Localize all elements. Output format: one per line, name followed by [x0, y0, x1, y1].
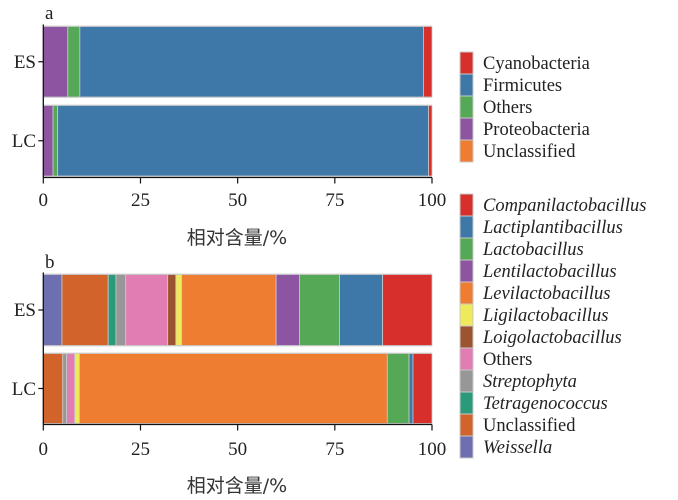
legend-swatch-tetragenococcus — [459, 391, 474, 415]
bar-segment-es-proteobacteria — [42, 26, 69, 98]
legend-label-firmicutes: Firmicutes — [483, 76, 562, 96]
legend-swatch-loigolactobacillus — [459, 325, 474, 349]
panel-a-axes: 0 25 50 75 100 — [38, 24, 447, 211]
legend-label-weissella: Weissella — [483, 438, 552, 458]
bar-segment-lc-streptophyta — [62, 353, 68, 424]
bar-segment-es-tetragenococcus — [107, 274, 117, 346]
legend-label-loigolactobacillus: Loigolactobacillus — [482, 328, 622, 348]
legend-swatch-firmicutes — [459, 73, 474, 97]
legend-swatch-others — [459, 95, 474, 119]
bar-segment-es-levilactobacillus — [181, 274, 277, 346]
bar-segment-es-loigolactobacillus — [167, 274, 177, 346]
bar-segment-es-others — [125, 274, 169, 346]
bar-segment-lc-levilactobacillus — [79, 353, 388, 424]
x-tick-label-25: 25 — [131, 439, 150, 460]
legend-swatch-unclassified — [459, 139, 474, 163]
panel-b-legend: CompanilactobacillusLactiplantibacillusL… — [459, 193, 646, 459]
legend-swatch-streptophyta — [459, 369, 474, 393]
bar-segment-lc-others — [66, 353, 76, 424]
bar-segment-lc-unclassified — [42, 353, 64, 424]
bar-segment-es-weissella — [42, 274, 63, 346]
x-tick-label-50: 50 — [228, 439, 247, 460]
bar-segment-es-firmicutes — [79, 26, 424, 98]
x-tick-label-0: 0 — [39, 190, 49, 211]
legend-swatch-levilactobacillus — [459, 281, 474, 305]
panel-a-bars — [42, 25, 433, 177]
bar-segment-es-unclassified — [61, 274, 109, 346]
legend-label-unclassified: Unclassified — [483, 142, 576, 162]
x-tick-label-0: 0 — [39, 439, 49, 460]
panel-a-x-axis-title: 相对含量/% — [187, 227, 287, 249]
panel-b-axes: 0 25 50 75 100 — [38, 272, 447, 460]
legend-swatch-lactobacillus — [459, 237, 474, 261]
bar-segment-es-companilactobacillus — [382, 274, 433, 346]
legend-label-lactobacillus: Lactobacillus — [482, 240, 584, 260]
x-tick-label-50: 50 — [228, 190, 247, 211]
panel-b-label: b — [45, 252, 55, 273]
bar-segment-es-others — [67, 26, 81, 98]
bar-segment-lc-lactobacillus — [386, 353, 410, 424]
bar-segment-es-lactobacillus — [299, 274, 340, 346]
legend-swatch-unclassified — [459, 413, 474, 437]
x-tick-label-75: 75 — [325, 439, 344, 460]
bar-segment-lc-companilactobacillus — [412, 353, 433, 424]
legend-label-others: Others — [483, 350, 532, 370]
legend-label-ligilactobacillus: Ligilactobacillus — [482, 306, 608, 326]
bar-segment-lc-cyanobacteria — [428, 105, 433, 177]
x-tick-label-75: 75 — [325, 190, 344, 211]
panel-b-bars — [42, 273, 433, 425]
bar-segment-es-cyanobacteria — [423, 26, 433, 98]
legend-swatch-weissella — [459, 435, 474, 459]
bar-segment-es-lactiplantibacillus — [339, 274, 384, 346]
bar-segment-es-ligilactobacillus — [175, 274, 183, 346]
legend-swatch-others — [459, 347, 474, 371]
bar-segment-lc-firmicutes — [57, 105, 429, 177]
legend-label-streptophyta: Streptophyta — [483, 372, 577, 392]
panel-b-category-es: ES — [14, 300, 36, 321]
legend-swatch-lactiplantibacillus — [459, 215, 474, 239]
legend-swatch-companilactobacillus — [459, 193, 474, 217]
panel-a: a 0 25 50 75 100 ES LC 相对含量/% CyanobacteriaF… — [12, 3, 590, 249]
bar-segment-lc-ligilactobacillus — [74, 353, 80, 424]
bar-segment-lc-lactiplantibacillus — [408, 353, 414, 424]
x-tick-label-25: 25 — [131, 190, 150, 211]
legend-swatch-ligilactobacillus — [459, 303, 474, 327]
panel-a-label: a — [45, 3, 54, 24]
bar-segment-lc-proteobacteria — [42, 105, 54, 177]
panel-a-category-es: ES — [14, 52, 36, 73]
legend-label-companilactobacillus: Companilactobacillus — [483, 196, 646, 216]
legend-label-lactiplantibacillus: Lactiplantibacillus — [482, 218, 623, 238]
panel-a-category-lc: LC — [12, 131, 36, 152]
bar-segment-lc-others — [52, 105, 59, 177]
legend-label-tetragenococcus: Tetragenococcus — [483, 394, 608, 414]
x-tick-label-100: 100 — [418, 439, 447, 460]
panel-b-x-axis-title: 相对含量/% — [187, 475, 287, 497]
legend-swatch-proteobacteria — [459, 117, 474, 141]
legend-label-cyanobacteria: Cyanobacteria — [483, 54, 590, 74]
legend-label-unclassified: Unclassified — [483, 416, 576, 436]
legend-label-proteobacteria: Proteobacteria — [483, 120, 590, 140]
legend-swatch-lentilactobacillus — [459, 259, 474, 283]
panel-b: b 0 25 50 75 100 ES LC 相对含量/% Companilactoba… — [12, 193, 646, 497]
legend-label-levilactobacillus: Levilactobacillus — [482, 284, 610, 304]
panel-a-legend: CyanobacteriaFirmicutesOthersProteobacte… — [459, 51, 590, 163]
bar-segment-es-streptophyta — [115, 274, 127, 346]
legend-label-others: Others — [483, 98, 532, 118]
legend-swatch-cyanobacteria — [459, 51, 474, 75]
panel-b-category-lc: LC — [12, 379, 36, 400]
x-tick-label-100: 100 — [418, 190, 447, 211]
bar-segment-es-lentilactobacillus — [275, 274, 300, 346]
legend-label-lentilactobacillus: Lentilactobacillus — [482, 262, 617, 282]
